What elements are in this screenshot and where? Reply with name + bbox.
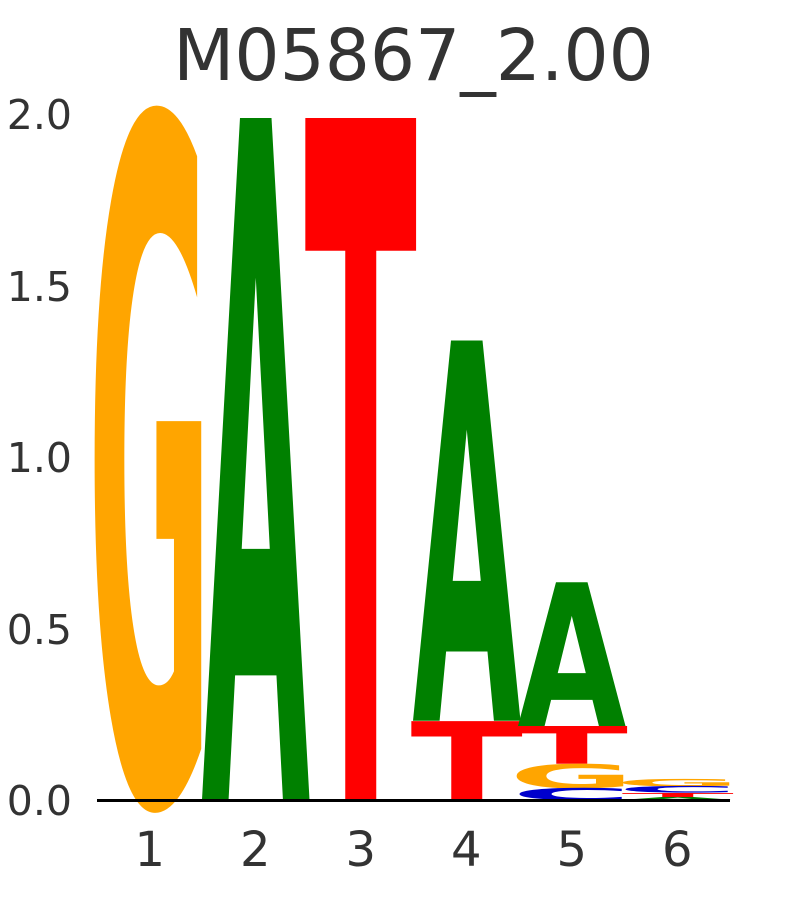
svg-text:T: T: [516, 716, 628, 776]
logo-letter-A-pos-2: A: [201, 0, 311, 900]
svg-text:T: T: [621, 792, 733, 799]
y-axis-tick-label-1.0: 1.0: [6, 434, 72, 482]
svg-text:A: A: [201, 0, 311, 900]
logo-letter-C-pos-6: C: [617, 785, 738, 795]
logo-letter-A-pos-4: A: [412, 238, 522, 846]
logo-letter-G-pos-6: G: [615, 777, 740, 789]
y-axis-tick-label-0.0: 0.0: [6, 777, 72, 825]
svg-text:G: G: [615, 777, 740, 789]
svg-text:G: G: [87, 0, 213, 900]
x-axis-tick-label-2: 2: [239, 822, 271, 878]
svg-text:T: T: [305, 0, 418, 900]
chart-title: M05867_2.00: [173, 14, 654, 97]
logo-letter-G-pos-1: G: [87, 0, 213, 900]
x-axis-tick-label-4: 4: [450, 822, 482, 878]
logo-letter-T-pos-3: T: [305, 0, 418, 900]
svg-text:A: A: [517, 544, 626, 773]
svg-text:C: C: [617, 785, 738, 795]
x-axis-tick-label-5: 5: [556, 822, 588, 878]
svg-text:G: G: [509, 758, 634, 796]
x-axis-tick-label-1: 1: [134, 822, 166, 878]
svg-text:T: T: [410, 700, 522, 826]
logo-letter-G-pos-5: G: [509, 758, 634, 796]
logo-letter-A-pos-5: A: [517, 544, 626, 773]
logo-letter-T-pos-4: T: [410, 700, 522, 826]
x-axis-tick-label-6: 6: [661, 822, 693, 878]
x-axis-baseline: [97, 798, 730, 802]
logo-letter-T-pos-5: T: [516, 716, 628, 776]
y-axis-tick-label-2.0: 2.0: [6, 91, 72, 139]
y-axis-tick-label-1.5: 1.5: [6, 262, 72, 311]
logo-letter-T-pos-6: T: [621, 792, 733, 799]
x-axis-tick-label-3: 3: [345, 822, 377, 878]
svg-text:A: A: [412, 238, 522, 846]
y-axis-tick-label-0.5: 0.5: [6, 605, 72, 654]
